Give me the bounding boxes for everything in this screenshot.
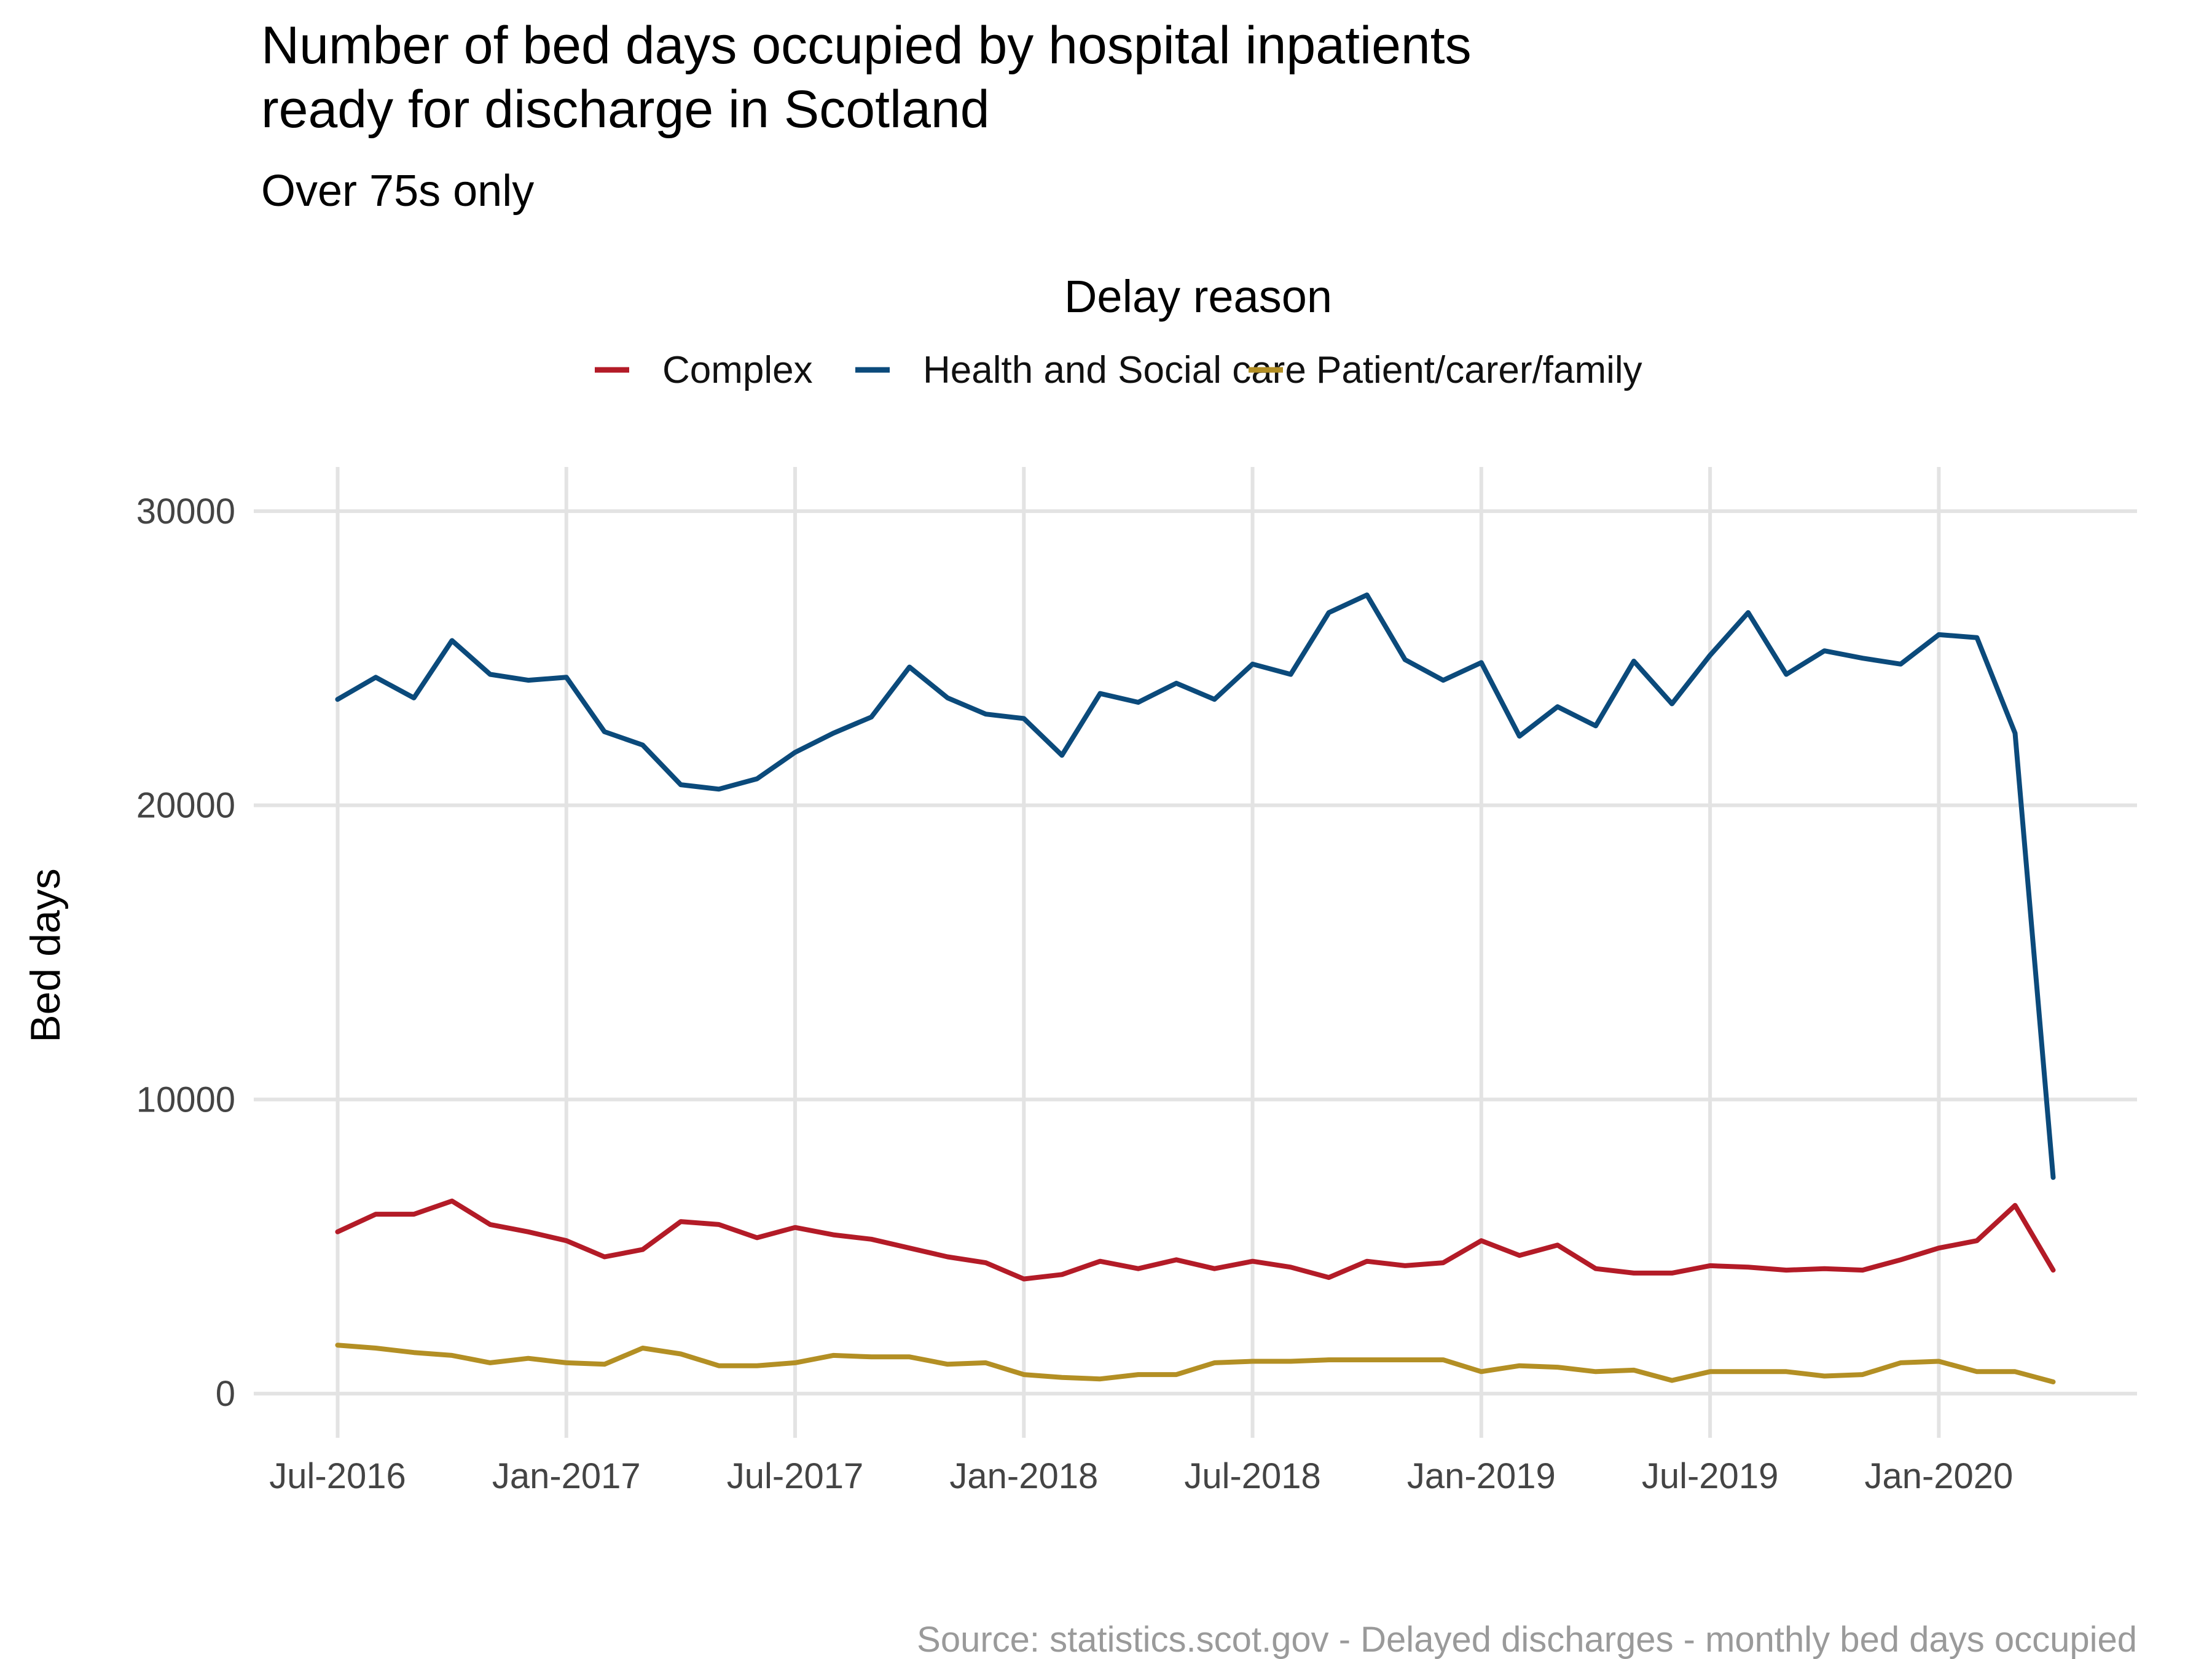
legend-label-health-and-social-care: Health and Social care: [923, 349, 1306, 391]
x-tick-label: Jan-2018: [949, 1456, 1098, 1496]
x-tick-label: Jan-2020: [1864, 1456, 2013, 1496]
x-axis-tick-labels: Jul-2016 Jan-2017 Jul-2017 Jan-2018 Jul-2018…: [269, 1456, 2013, 1496]
y-axis-tick-labels: 0 10000 20000 30000: [136, 492, 235, 1414]
x-tick-label: Jan-2019: [1407, 1456, 1556, 1496]
x-tick-label: Jul-2016: [269, 1456, 406, 1496]
series-line-patient-carer-family: [335, 1343, 2056, 1384]
y-tick-label: 0: [216, 1374, 235, 1414]
legend-label-complex: Complex: [662, 349, 813, 391]
legend: Complex Health and Social care Patient/car…: [595, 349, 1642, 391]
x-tick-label: Jan-2017: [492, 1456, 641, 1496]
y-axis-title: Bed days: [22, 868, 69, 1043]
series-line-health-and-social-care: [335, 592, 2056, 1180]
legend-label-patient-carer-family: Patient/carer/family: [1316, 349, 1642, 391]
x-tick-label: Jul-2019: [1642, 1456, 1778, 1496]
y-tick-label: 20000: [136, 786, 235, 826]
chart-title-line2: ready for discharge in Scotland: [261, 80, 990, 139]
series-line-complex: [335, 1198, 2056, 1282]
legend-title: Delay reason: [1064, 271, 1332, 322]
y-tick-label: 10000: [136, 1080, 235, 1120]
y-gridlines: [254, 509, 2137, 1396]
x-tick-label: Jul-2017: [727, 1456, 863, 1496]
y-tick-label: 30000: [136, 492, 235, 531]
series-lines: [335, 592, 2056, 1384]
chart-title-line1: Number of bed days occupied by hospital …: [261, 16, 1472, 75]
x-gridlines: [335, 467, 1941, 1438]
x-tick-label: Jul-2018: [1184, 1456, 1320, 1496]
source-caption: Source: statistics.scot.gov - Delayed di…: [917, 1620, 2137, 1659]
chart-subtitle: Over 75s only: [261, 167, 534, 216]
